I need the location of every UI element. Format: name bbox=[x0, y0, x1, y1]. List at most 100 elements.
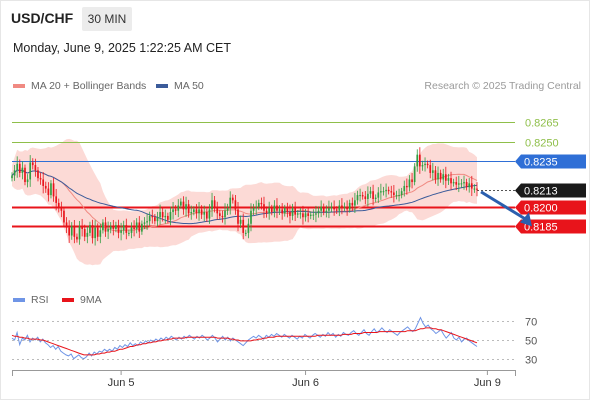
candle-body bbox=[400, 191, 403, 196]
candle-body bbox=[426, 163, 429, 166]
candle-body bbox=[55, 196, 58, 203]
ma50-line bbox=[11, 169, 478, 225]
candle-body bbox=[174, 209, 177, 211]
candle bbox=[372, 184, 374, 206]
candle-body bbox=[247, 223, 250, 233]
candle-body bbox=[86, 232, 89, 237]
candle-body bbox=[156, 217, 159, 222]
candle-body bbox=[315, 213, 317, 215]
candle-body bbox=[304, 213, 307, 218]
candle bbox=[125, 218, 128, 240]
candle bbox=[470, 175, 473, 196]
candle bbox=[257, 199, 260, 211]
candle bbox=[411, 173, 413, 189]
candles-layer bbox=[11, 147, 478, 246]
candle-body bbox=[109, 226, 112, 229]
legend-9ma: 9MA bbox=[62, 294, 102, 306]
candle bbox=[135, 218, 138, 234]
candle bbox=[476, 182, 478, 197]
candle-body bbox=[263, 204, 265, 211]
candle bbox=[283, 204, 286, 217]
candle bbox=[180, 198, 182, 209]
candle bbox=[255, 200, 258, 215]
candle-body bbox=[21, 167, 24, 173]
candle bbox=[367, 186, 369, 207]
candle bbox=[96, 223, 99, 242]
candle-body bbox=[250, 210, 252, 224]
candle bbox=[468, 178, 471, 193]
candle bbox=[86, 226, 89, 244]
candle-body bbox=[218, 213, 221, 216]
chart-header: USD/CHF 30 MIN bbox=[0, 0, 590, 36]
candle bbox=[109, 222, 112, 234]
candle bbox=[37, 167, 39, 182]
candle-body bbox=[135, 222, 138, 229]
candle bbox=[252, 203, 255, 216]
candle bbox=[338, 200, 341, 217]
rsi-9ma-line bbox=[11, 327, 478, 356]
candle-body bbox=[286, 208, 289, 213]
candle bbox=[52, 178, 55, 202]
candle-body bbox=[439, 172, 442, 180]
candle bbox=[330, 202, 333, 213]
candle-body bbox=[161, 212, 164, 218]
level-tag-support bbox=[515, 200, 586, 215]
candle bbox=[354, 192, 356, 213]
9ma-swatch bbox=[62, 298, 74, 302]
candle bbox=[154, 213, 156, 225]
candle bbox=[434, 166, 437, 184]
candle-body bbox=[151, 215, 154, 218]
bollinger-band-layer bbox=[12, 138, 477, 266]
candle bbox=[73, 219, 76, 244]
candle bbox=[200, 205, 203, 219]
candle-body bbox=[273, 205, 276, 213]
candle-body bbox=[346, 206, 348, 210]
candle-body bbox=[198, 209, 200, 214]
candle bbox=[304, 209, 307, 222]
candle-body bbox=[11, 175, 13, 179]
target-arrow-head bbox=[519, 212, 532, 227]
candle-body bbox=[257, 202, 260, 207]
candle-body bbox=[102, 222, 104, 231]
candle bbox=[47, 182, 50, 202]
candle-body bbox=[50, 183, 52, 196]
candle bbox=[351, 197, 354, 211]
candle-body bbox=[177, 205, 180, 211]
candle bbox=[63, 207, 65, 226]
candle bbox=[213, 195, 216, 213]
candle-body bbox=[216, 208, 219, 214]
candle-body bbox=[278, 209, 281, 211]
candle bbox=[24, 164, 26, 186]
legend-rsi-label: RSI bbox=[31, 294, 49, 306]
candle-body bbox=[335, 209, 338, 211]
candle-body bbox=[125, 225, 128, 233]
candle-body bbox=[398, 195, 400, 197]
candle bbox=[281, 203, 284, 220]
candle-body bbox=[411, 179, 413, 183]
candle-body bbox=[380, 191, 382, 193]
candle-body bbox=[330, 206, 333, 209]
candle-body bbox=[255, 206, 258, 209]
level-tag-price bbox=[515, 183, 586, 198]
candle bbox=[426, 160, 429, 169]
candle-body bbox=[81, 226, 83, 229]
candle bbox=[143, 217, 146, 230]
candle-body bbox=[244, 232, 247, 234]
candle-body bbox=[200, 209, 203, 215]
candle-body bbox=[159, 212, 161, 218]
candle-body bbox=[465, 182, 468, 188]
candle-body bbox=[455, 182, 458, 185]
candle bbox=[299, 207, 302, 219]
timeframe-button[interactable]: 30 MIN bbox=[82, 7, 132, 31]
candle-body bbox=[203, 212, 206, 215]
level-labels-layer: 0.8265 0.8250 0.8235 0.8213 0.8200 0.8185 bbox=[480, 118, 586, 234]
candle bbox=[419, 147, 421, 174]
candle bbox=[161, 207, 164, 222]
candle-body bbox=[13, 170, 16, 176]
candle bbox=[444, 166, 447, 189]
candle-body bbox=[26, 179, 29, 183]
candle bbox=[99, 223, 102, 244]
candle-body bbox=[115, 225, 117, 229]
candle-body bbox=[242, 219, 245, 233]
candle bbox=[167, 212, 169, 224]
